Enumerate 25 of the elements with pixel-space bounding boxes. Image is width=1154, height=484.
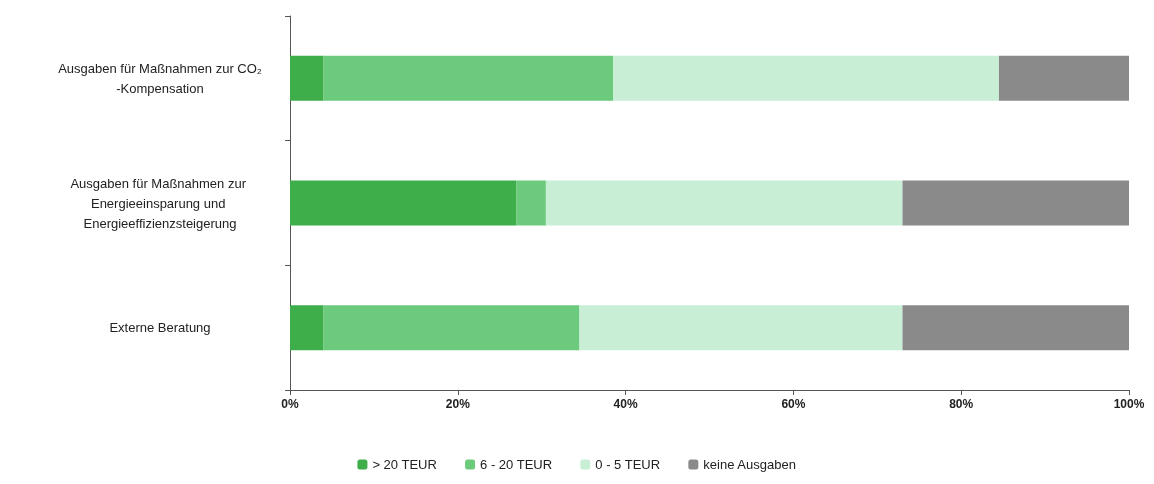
bar — [902, 305, 1129, 351]
bar — [579, 305, 903, 351]
legend-label: 6 - 20 TEUR — [480, 457, 553, 472]
bar — [613, 55, 999, 101]
bar — [290, 180, 517, 226]
legend-label: keine Ausgaben — [703, 457, 796, 472]
bar — [323, 55, 614, 101]
x-tick-label: 20% — [445, 397, 471, 411]
bar — [290, 55, 324, 101]
legend-label: 0 - 5 TEUR — [595, 457, 661, 472]
bar — [516, 180, 546, 226]
y-tick-label: Externe Beratung — [109, 320, 211, 336]
x-tick-label: 40% — [613, 397, 638, 411]
x-tick-label: 80% — [949, 397, 974, 411]
bar — [902, 180, 1129, 226]
x-tick-label: 0% — [281, 397, 299, 411]
y-tick-label: Ausgaben für Maßnahmen zur Energieeinsparung und Energieeffizienzsteigerung — [70, 175, 250, 231]
y-tick-label: Ausgaben für Maßnahmen zur CO₂-Kompensation — [58, 60, 262, 96]
legend-label: > 20 TEUR — [372, 457, 437, 472]
bar — [998, 55, 1129, 101]
bar — [290, 305, 324, 351]
x-tick-label: 100% — [1113, 397, 1145, 411]
x-tick-label: 60% — [781, 397, 806, 411]
bar — [323, 305, 580, 351]
bar — [545, 180, 903, 226]
